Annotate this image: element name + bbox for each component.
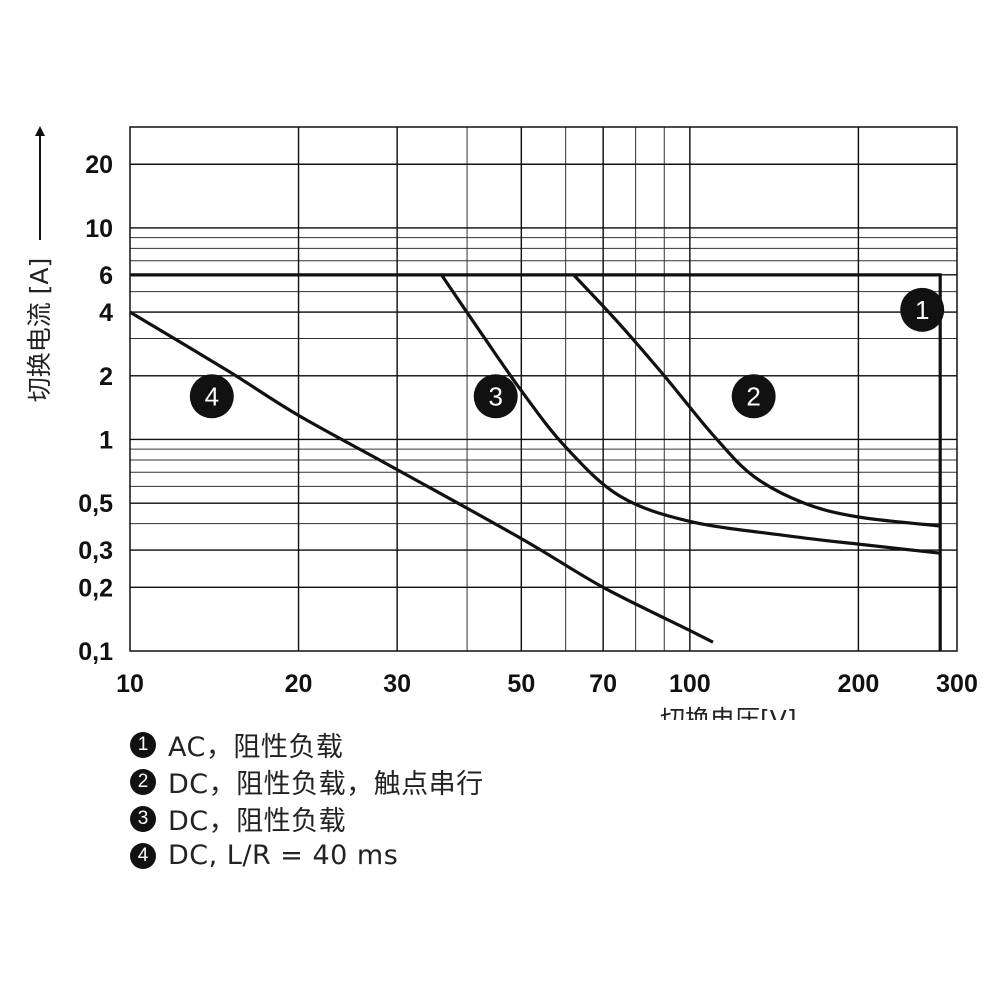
x-tick-label: 20 bbox=[285, 670, 313, 698]
series-line-4 bbox=[129, 310, 714, 644]
legend: 1 AC，阻性负载 2 DC，阻性负载，触点串行 3 DC，阻性负载 4 DC,… bbox=[130, 726, 484, 874]
y-tick-label: 0,3 bbox=[78, 537, 113, 565]
curve-badge-3 bbox=[473, 374, 518, 419]
legend-item-4: 4 DC, L/R = 40 ms bbox=[130, 837, 484, 874]
curve-badge-label: 3 bbox=[488, 381, 502, 411]
series-line-1 bbox=[130, 273, 942, 651]
y-tick-label: 4 bbox=[99, 299, 113, 327]
y-axis-title: 切换电流 [A] bbox=[25, 258, 54, 403]
legend-label: DC, L/R = 40 ms bbox=[168, 840, 399, 871]
curve-badge-label: 2 bbox=[746, 381, 760, 411]
legend-badge: 1 bbox=[130, 731, 156, 758]
curve-badge-1 bbox=[900, 287, 945, 332]
x-tick-label: 10 bbox=[116, 670, 144, 698]
y-tick-labels: 0,1 0,2 0,3 0,5 1 2 4 6 10 20 bbox=[78, 151, 113, 666]
x-tick-label: 50 bbox=[507, 670, 535, 698]
series-line-2 bbox=[572, 273, 941, 528]
legend-label: DC，阻性负载 bbox=[168, 806, 347, 837]
x-axis-title: 切换电压[V] bbox=[660, 705, 797, 720]
chart-svg: 10 20 30 50 70 100 200 300 0,10,20,30,512461020… bbox=[25, 126, 978, 720]
x-tick-label: 100 bbox=[669, 670, 711, 698]
y-tick-label: 10 bbox=[85, 215, 113, 243]
x-tick-label: 30 bbox=[383, 670, 411, 698]
legend-item-3: 3 DC，阻性负载 bbox=[130, 800, 484, 837]
legend-badge: 4 bbox=[130, 842, 156, 869]
x-tick-label: 70 bbox=[589, 670, 617, 698]
y-tick-label: 6 bbox=[99, 262, 113, 290]
legend-item-1: 1 AC，阻性负载 bbox=[130, 726, 484, 763]
series-layer bbox=[129, 273, 942, 651]
x-tick-label: 200 bbox=[838, 670, 880, 698]
y-tick-label: 20 bbox=[85, 151, 113, 179]
curve-badges: 1 2 3 4 bbox=[189, 287, 945, 419]
curve-badge-label: 1 bbox=[915, 295, 929, 325]
x-tick-label: 300 bbox=[936, 670, 978, 698]
legend-label: DC，阻性负载，触点串行 bbox=[168, 769, 484, 800]
y-tick-label: 0,2 bbox=[78, 574, 113, 602]
legend-badge: 2 bbox=[130, 768, 156, 795]
curve-badge-4 bbox=[189, 374, 234, 419]
y-tick-label: 0,1 bbox=[78, 638, 113, 666]
legend-label: AC，阻性负载 bbox=[168, 732, 344, 763]
y-tick-label: 2 bbox=[99, 363, 113, 391]
y-tick-label: 0,5 bbox=[78, 490, 113, 518]
y-tick-label: 1 bbox=[99, 426, 113, 454]
curve-badge-label: 4 bbox=[205, 381, 219, 411]
x-tick-labels: 10 20 30 50 70 100 200 300 bbox=[116, 670, 978, 698]
plot-frame bbox=[129, 126, 958, 652]
curve-badge-2 bbox=[731, 374, 776, 419]
legend-badge: 3 bbox=[130, 805, 156, 832]
series-line-3 bbox=[440, 273, 941, 555]
legend-item-2: 2 DC，阻性负载，触点串行 bbox=[130, 763, 484, 800]
